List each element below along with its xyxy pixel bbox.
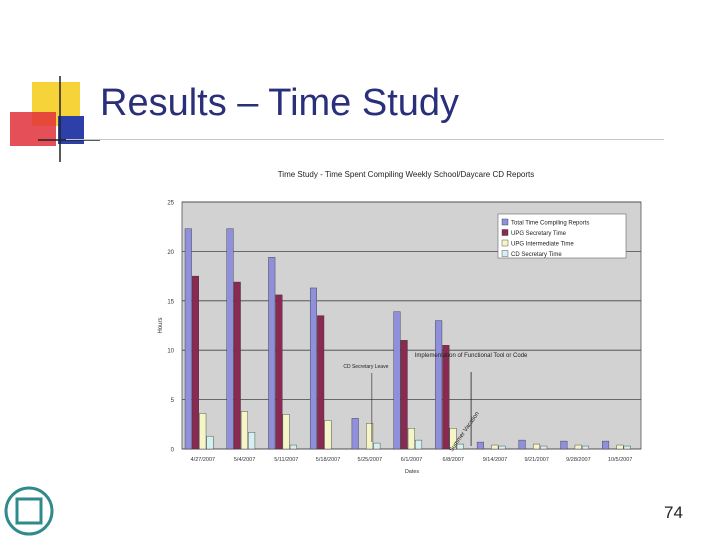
legend-swatch <box>501 218 509 226</box>
bar-3 <box>449 428 457 450</box>
bar-4 <box>373 442 381 450</box>
legend-entry: Total Time Compiling Reports <box>511 221 589 227</box>
bar-2 <box>442 345 450 450</box>
x-tick-label: 5/11/2007 <box>274 457 298 463</box>
bar-4 <box>581 445 589 450</box>
legend-entry: CD Secretary Time <box>511 252 562 258</box>
legend-swatch <box>501 250 509 257</box>
bar-2 <box>192 275 200 450</box>
page-number: 74 <box>664 503 683 522</box>
bar-4 <box>289 444 297 450</box>
time-study-bar-chart: Time Study - Time Spent Compiling Weekly… <box>158 170 642 475</box>
bar-3 <box>282 414 290 450</box>
bar-1 <box>518 439 526 450</box>
x-tick-label: 6/1/2007 <box>401 457 422 463</box>
y-tick-label: 10 <box>167 349 174 355</box>
bar-3 <box>533 443 541 450</box>
x-axis-label: Dates <box>405 469 420 475</box>
logo-red-square <box>10 112 56 146</box>
x-tick-label: 9/21/2007 <box>524 457 548 463</box>
bar-1 <box>602 440 610 450</box>
nav-circle <box>4 486 54 536</box>
x-tick-label: 4/27/2007 <box>191 457 215 463</box>
legend-entry: UPG Intermediate Time <box>511 242 574 248</box>
bar-1 <box>226 228 234 450</box>
bar-1 <box>560 440 568 450</box>
bar-1 <box>351 418 359 450</box>
bar-4 <box>540 445 548 450</box>
y-tick-label: 25 <box>167 201 174 207</box>
bar-3 <box>324 420 332 450</box>
bar-3 <box>366 423 374 450</box>
bar-3 <box>616 444 624 450</box>
bar-3 <box>407 428 415 450</box>
bar-2 <box>233 281 241 450</box>
bar-3 <box>491 444 499 450</box>
bar-4 <box>456 443 464 450</box>
logo-yellow-square <box>32 82 80 126</box>
bar-3 <box>199 413 207 450</box>
bar-4 <box>623 445 631 450</box>
bar-3 <box>574 444 582 450</box>
bar-1 <box>268 257 276 450</box>
bar-2 <box>317 315 325 450</box>
bar-2 <box>275 294 283 450</box>
bar-4 <box>206 435 214 450</box>
y-tick-label: 15 <box>167 299 174 305</box>
bar-3 <box>240 411 248 450</box>
bar-1 <box>184 228 192 450</box>
x-tick-label: 10/5/2007 <box>608 457 632 463</box>
y-axis-label: Hours <box>158 317 164 333</box>
slide-title: Results – Time Study <box>100 82 460 124</box>
bar-1 <box>309 287 317 450</box>
bar-1 <box>435 320 443 450</box>
x-tick-label: 5/4/2007 <box>234 457 255 463</box>
x-tick-label: 6/8/2007 <box>443 457 464 463</box>
x-tick-label: 5/18/2007 <box>316 457 340 463</box>
x-tick-label: 9/28/2007 <box>566 457 590 463</box>
y-tick-label: 0 <box>171 448 175 454</box>
legend-swatch <box>501 239 509 247</box>
title-divider <box>66 139 664 140</box>
bar-4 <box>415 439 423 450</box>
bar-1 <box>476 441 484 450</box>
x-tick-label: 9/14/2007 <box>483 457 507 463</box>
x-tick-label: 5/25/2007 <box>358 457 382 463</box>
bar-4 <box>248 432 256 450</box>
nav-square <box>15 497 43 525</box>
legend-entry: UPG Secretary Time <box>511 231 567 237</box>
annotation-cd-leave: CD Secretary Leave <box>343 364 388 370</box>
bar-4 <box>498 445 506 450</box>
annotation-implementation: Implementation of Functional Tool or Cod… <box>415 353 528 359</box>
y-tick-label: 20 <box>167 250 174 256</box>
y-tick-label: 5 <box>171 398 175 404</box>
legend-box <box>497 213 627 259</box>
chart-title: Time Study - Time Spent Compiling Weekly… <box>278 170 535 179</box>
bar-1 <box>393 311 401 450</box>
slide-navigation-icon[interactable] <box>2 484 56 538</box>
legend-swatch <box>501 229 509 236</box>
bar-2 <box>400 340 408 450</box>
